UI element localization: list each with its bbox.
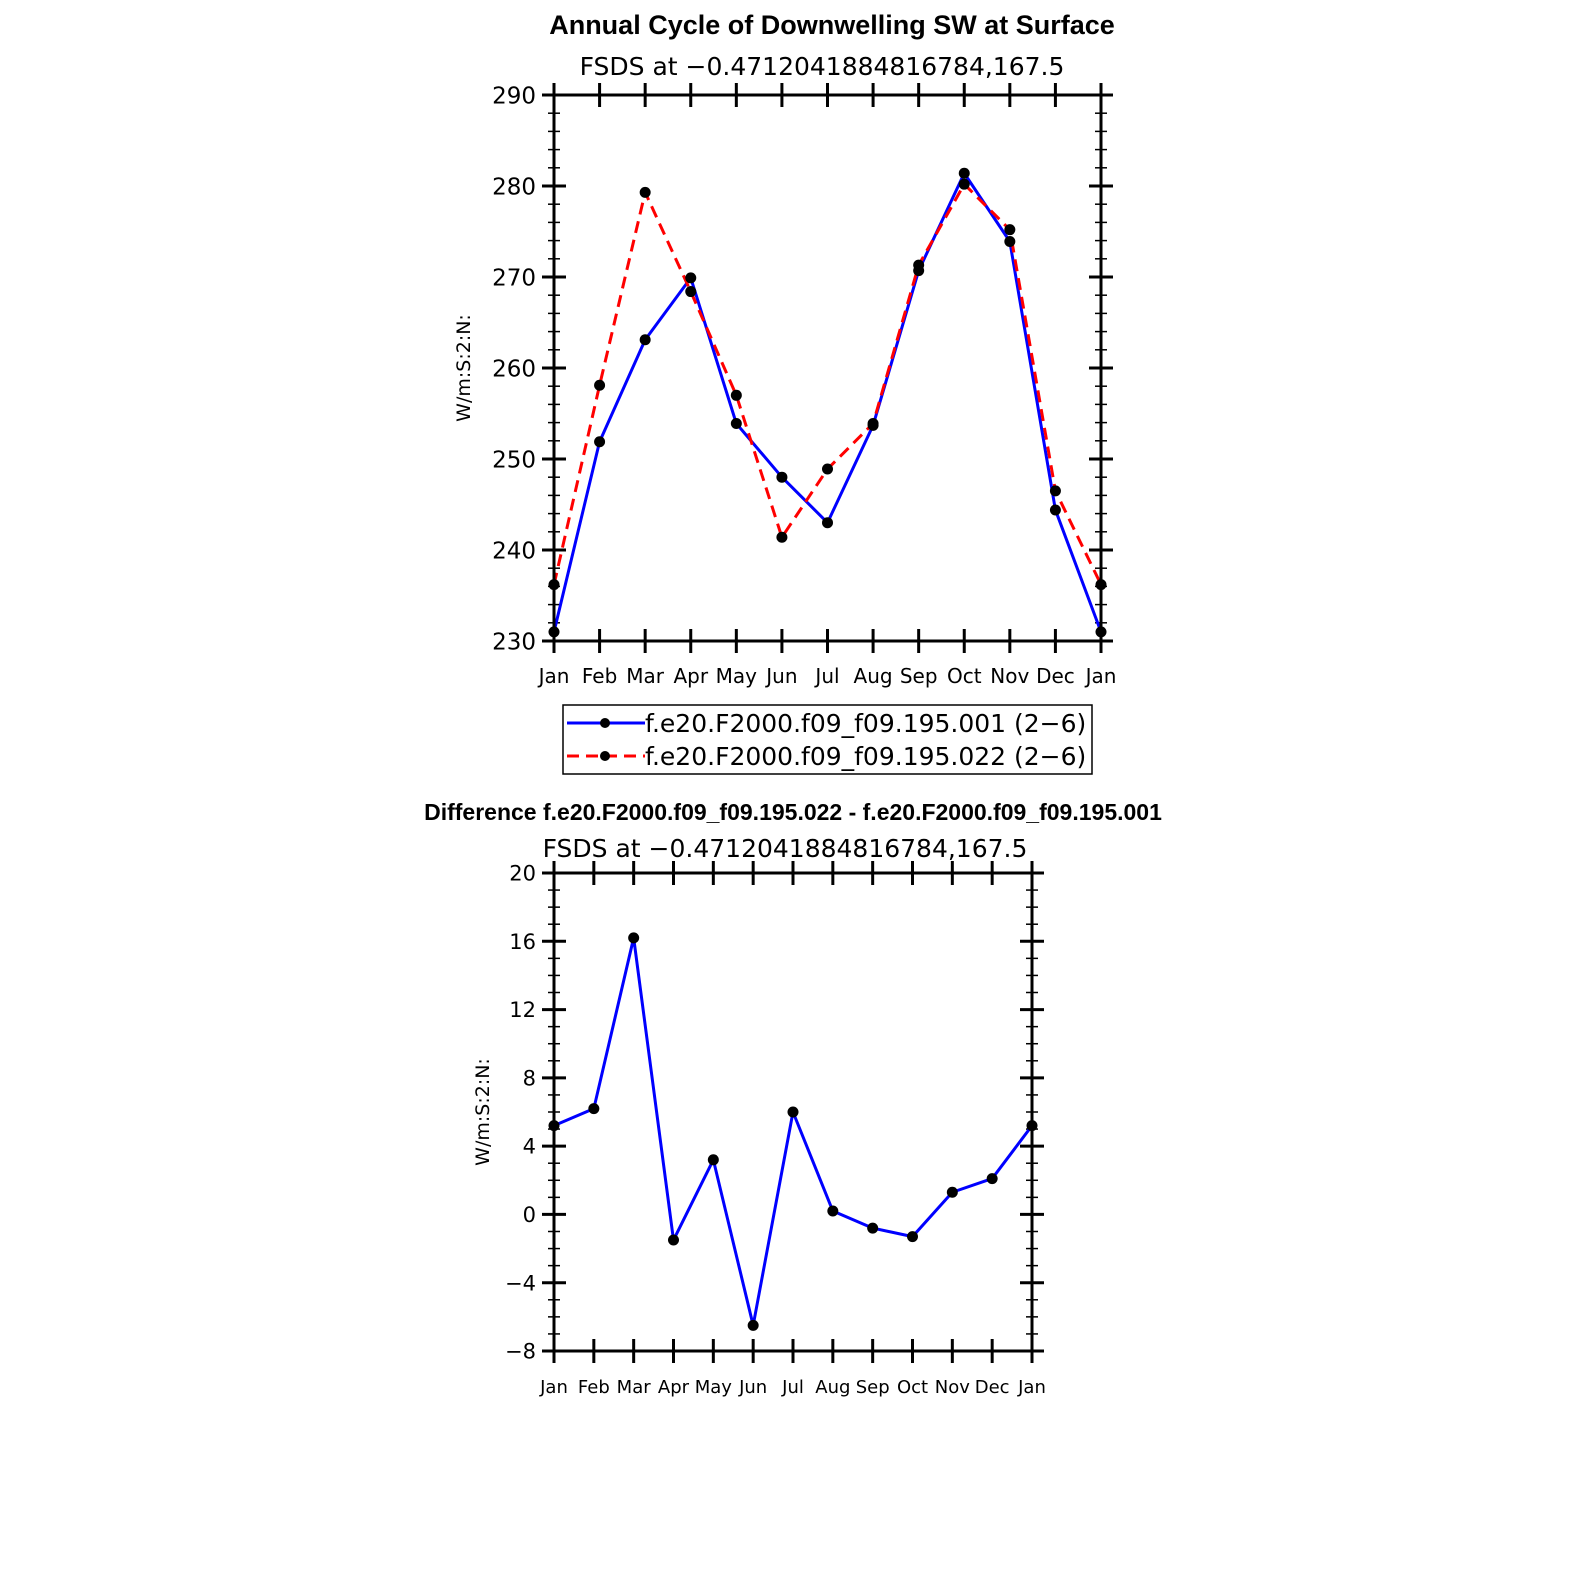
x-tick-label: Jan (1084, 664, 1117, 688)
series-lines (553, 936, 1034, 1327)
data-point (913, 259, 925, 271)
y-tick-label: 250 (492, 447, 536, 473)
plot-frame (552, 871, 1034, 1353)
x-tick-label: Jun (738, 1377, 767, 1398)
legend-box (562, 704, 1093, 775)
legend-marker-series-1 (600, 718, 610, 728)
data-point (776, 531, 788, 543)
axis-ticks: 230 240 250 260 270 280 290 Jan Feb Mar Apr May Jun J… (492, 83, 1116, 688)
chart-subtitle: FSDS at −0.4712041884816784,167.5 (543, 834, 1028, 863)
y-tick-label: −4 (505, 1271, 536, 1295)
y-tick-label: 240 (492, 538, 536, 564)
data-point (822, 517, 833, 529)
data-point (986, 1173, 998, 1185)
y-tick-label: 8 (523, 1066, 536, 1090)
data-point (747, 1319, 759, 1331)
y-tick-label: 270 (492, 265, 536, 291)
y-tick-label: −8 (505, 1340, 536, 1364)
x-tick-label: Dec (1036, 664, 1075, 688)
chart-subtitle: FSDS at −0.4712041884816784,167.5 (580, 52, 1065, 81)
data-point (1004, 236, 1016, 248)
x-tick-label: Jul (781, 1377, 804, 1398)
data-point (707, 1154, 719, 1166)
y-axis-label: W/m:S:2:N: (472, 1058, 494, 1166)
x-tick-label: Nov (935, 1377, 970, 1398)
y-tick-label: 12 (509, 998, 536, 1022)
x-tick-label: Feb (578, 1377, 610, 1398)
data-point (1004, 224, 1016, 236)
difference-chart: Difference f.e20.F2000.f09_f09.195.022 -… (424, 799, 1162, 1398)
data-point (639, 334, 651, 346)
data-point (1049, 485, 1061, 497)
data-point (685, 286, 697, 298)
data-point (867, 418, 879, 430)
x-tick-label: May (716, 664, 758, 688)
data-point (958, 178, 970, 190)
y-tick-label: 0 (523, 1203, 536, 1227)
series-lines (552, 171, 1103, 633)
series-points (548, 167, 1107, 638)
x-tick-label: Jun (764, 664, 797, 688)
series-line-1 (552, 171, 1103, 633)
x-tick-label: Mar (626, 664, 665, 688)
data-point (907, 1231, 918, 1243)
x-tick-label: Feb (582, 664, 617, 688)
x-tick-label: Oct (947, 664, 982, 688)
data-point (776, 471, 788, 483)
annual-cycle-chart: Annual Cycle of Downwelling SW at Surfac… (453, 10, 1116, 775)
x-tick-label: Apr (658, 1377, 690, 1398)
x-tick-label: May (695, 1377, 733, 1398)
y-tick-label: 230 (492, 629, 536, 655)
legend-label-series-1: f.e20.F2000.f09_f09.195.001 (2−6) (645, 709, 1086, 738)
series-points (548, 932, 1038, 1331)
x-tick-label: Apr (673, 664, 708, 688)
data-point (958, 167, 970, 179)
data-point (685, 272, 697, 284)
data-point (946, 1186, 958, 1198)
x-tick-label: Jan (1017, 1377, 1046, 1398)
data-point (588, 1103, 600, 1115)
x-tick-label: Sep (856, 1377, 890, 1398)
y-tick-label: 280 (492, 174, 536, 200)
x-tick-label: Sep (900, 664, 938, 688)
data-point (668, 1234, 679, 1246)
y-tick-label: 20 (509, 862, 536, 886)
data-point (628, 932, 640, 944)
x-tick-label: Aug (815, 1377, 850, 1398)
x-tick-label: Nov (990, 664, 1029, 688)
data-point (594, 436, 606, 448)
x-tick-label: Jan (539, 1377, 568, 1398)
x-tick-label: Jan (537, 664, 570, 688)
data-point (730, 389, 742, 401)
data-point (867, 1222, 879, 1234)
y-tick-label: 290 (492, 83, 536, 109)
y-tick-label: 260 (492, 356, 536, 382)
y-tick-label: 4 (523, 1135, 536, 1159)
legend: f.e20.F2000.f09_f09.195.001 (2−6) f.e20.… (562, 704, 1093, 775)
data-point (1049, 504, 1061, 516)
series-line-1 (553, 936, 1034, 1327)
data-point (639, 186, 651, 198)
x-tick-label: Jul (813, 664, 839, 688)
y-axis-label: W/m:S:2:N: (453, 314, 475, 422)
axis-ticks: −8 −4 0 4 8 12 16 20 Jan Feb Mar Apr May Jun Jul Aug Sep… (505, 861, 1046, 1398)
data-point (827, 1205, 839, 1217)
data-point (822, 463, 833, 475)
chart-title: Difference f.e20.F2000.f09_f09.195.022 -… (424, 799, 1162, 825)
x-tick-label: Mar (617, 1377, 652, 1398)
plot-frame (552, 93, 1103, 643)
data-point (594, 379, 606, 391)
legend-label-series-2: f.e20.F2000.f09_f09.195.022 (2−6) (645, 742, 1086, 771)
data-point (787, 1106, 799, 1118)
legend-marker-series-2 (600, 751, 610, 761)
x-tick-label: Dec (975, 1377, 1010, 1398)
data-point (730, 418, 742, 430)
y-tick-label: 16 (509, 930, 536, 954)
chart-title: Annual Cycle of Downwelling SW at Surfac… (549, 10, 1115, 40)
x-tick-label: Aug (854, 664, 893, 688)
x-tick-label: Oct (897, 1377, 928, 1398)
